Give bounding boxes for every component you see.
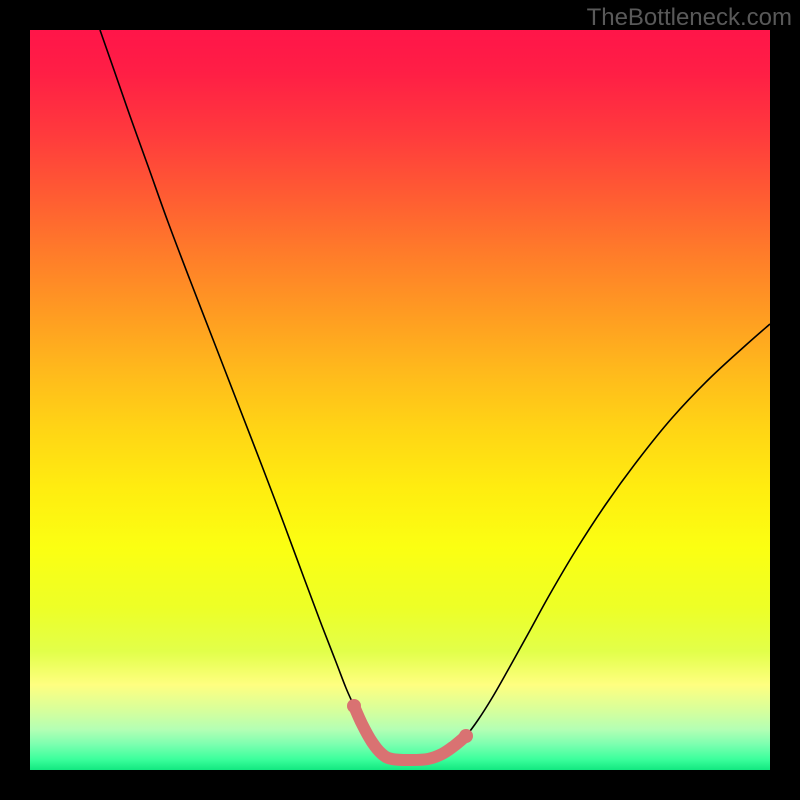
highlight-cap-left	[347, 699, 361, 713]
plot-background	[30, 30, 770, 770]
chart-stage: TheBottleneck.com	[0, 0, 800, 800]
bottleneck-chart	[0, 0, 800, 800]
highlight-cap-right	[459, 729, 473, 743]
watermark-text: TheBottleneck.com	[587, 4, 792, 32]
